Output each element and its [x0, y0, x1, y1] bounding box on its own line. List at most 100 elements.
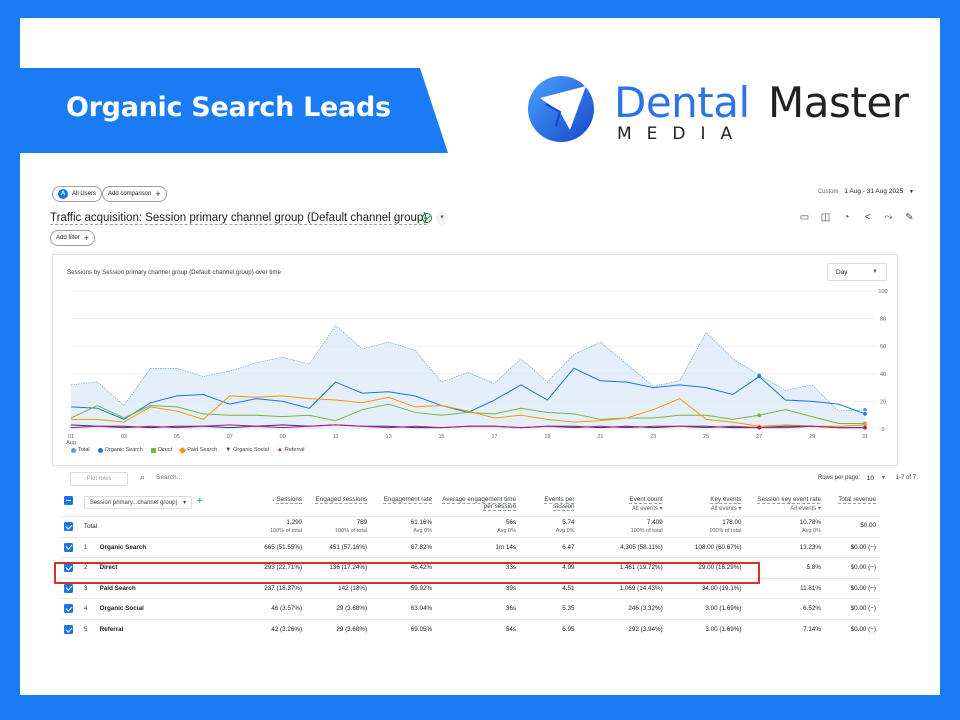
row-metric: 6.95 [520, 618, 579, 640]
col-session-key-event-rate[interactable]: Session key event rate All events ▾ [745, 492, 825, 517]
x-tick-label: 19 [544, 434, 550, 440]
granularity-select[interactable]: Day ▼ [827, 263, 887, 281]
search-input[interactable] [156, 474, 356, 481]
date-range-picker[interactable]: Custom 1 Aug - 31 Aug 2025 ▼ [818, 188, 914, 195]
legend-direct[interactable]: Direct [150, 447, 172, 453]
total-avg-engagement: 56s Avg 0% [436, 516, 520, 537]
col-engagement-rate[interactable]: Engagement rate [383, 496, 433, 503]
y-tick-label: 0 [881, 427, 884, 433]
legend-paid-search[interactable]: Paid Search [179, 446, 217, 454]
col-engaged-sessions[interactable]: Engaged sessions [315, 496, 368, 503]
add-comparison-label: Add comparison [108, 191, 152, 197]
x-tick-label: 03 [121, 434, 127, 440]
chevron-down-icon[interactable]: ▼ [881, 475, 886, 481]
row-metric: 69.05% [371, 618, 437, 640]
plot-rows-button[interactable]: Plot rows [70, 472, 128, 486]
date-range: 1 Aug - 31 Aug 2025 [844, 188, 904, 195]
col-event-count[interactable]: Event count All events ▾ [579, 492, 667, 517]
table-row[interactable]: 4 Organic Social 46 (3.57%) 29 (3.68%) 63.04… [60, 598, 880, 619]
x-tick-label: Aug [66, 440, 76, 446]
col-avg-engagement[interactable]: Average engagement time per session [442, 496, 516, 510]
compare-icon[interactable]: ◫ [820, 212, 831, 223]
row-metric: 5.8% [745, 557, 825, 578]
col-sessions[interactable]: ↓ Sessions [271, 496, 303, 503]
segment-label: All Users [72, 191, 97, 197]
add-filter-button[interactable]: Add filter + [50, 230, 95, 246]
dimension-select[interactable]: Session primary...channel group) ▾ [83, 496, 193, 509]
row-metric: 108.00 (60.67%) [666, 536, 746, 558]
col-events-per-session[interactable]: Events per session [544, 496, 575, 510]
legend-referral[interactable]: ▲ Referral [276, 447, 305, 453]
segment-chip[interactable]: A All Users [52, 186, 103, 202]
totals-row: Total 1,290 100% of total 789 100% of tota… [60, 516, 880, 537]
title-ribbon [20, 68, 448, 153]
row-metric: 29 (3.68%) [306, 618, 372, 640]
organic-search-highlight [54, 562, 760, 584]
row-index: 5 [79, 618, 96, 640]
trend-icon[interactable]: ⤳ [884, 212, 893, 223]
x-tick-label: 11 [333, 434, 339, 440]
row-metric: 6.47 [520, 536, 579, 558]
table-row[interactable]: 1 Organic Search 665 (51.55%) 451 (57.16%) 6… [60, 536, 880, 558]
row-metric: 13.23% [745, 536, 825, 558]
x-tick-label: 05 [174, 434, 180, 440]
share-report-icon[interactable]: ▭ [799, 212, 810, 223]
row-index: 1 [79, 536, 96, 558]
row-metric: 46 (3.57%) [250, 598, 307, 619]
col-total-revenue[interactable]: Total revenue [838, 496, 876, 503]
row-metric: $0.00 (−) [824, 557, 880, 578]
table-row[interactable]: 5 Referral 42 (3.26%) 29 (3.68%) 69.05% 54s 6.… [60, 618, 880, 640]
check-circle-icon [422, 213, 432, 223]
row-metric: $0.00 (−) [824, 618, 880, 640]
row-metric: 29 (3.68%) [306, 598, 372, 619]
total-event-count: 7,409 100% of total [578, 516, 667, 537]
total-revenue: $0.00 [824, 516, 880, 537]
row-metric: $0.00 (−) [824, 536, 880, 558]
event-filter-select[interactable]: All events ▾ [710, 506, 742, 512]
x-tick-label: 29 [809, 434, 815, 440]
event-filter-select[interactable]: All events ▾ [790, 506, 821, 512]
chart-title: Sessions by Session primary channel grou… [67, 269, 281, 276]
insights-icon[interactable]: ◔ [843, 212, 850, 223]
row-index: 4 [79, 598, 96, 619]
data-point [757, 413, 761, 417]
row-checkbox[interactable] [60, 536, 80, 558]
add-dimension-icon[interactable]: + [196, 496, 203, 507]
sort-arrow-icon: ↓ [271, 496, 277, 503]
share-icon[interactable]: < [864, 212, 871, 223]
col-key-events[interactable]: Key events All events ▾ [667, 492, 746, 517]
select-all-checkbox[interactable] [60, 492, 80, 517]
chart-panel: Sessions by Session primary channel grou… [52, 254, 898, 466]
x-tick-label: 23 [650, 434, 656, 440]
y-tick-label: 20 [880, 399, 886, 405]
row-metric: 36s [436, 598, 520, 619]
y-tick-label: 40 [880, 372, 886, 378]
y-tick-label: 100 [878, 289, 887, 295]
rows-per-page-select[interactable]: 10 [866, 475, 874, 482]
row-metric: 11.81% [745, 577, 825, 599]
x-tick-label: 17 [491, 434, 497, 440]
legend-organic-search[interactable]: Organic Search [97, 447, 143, 453]
row-checkbox[interactable] [60, 598, 80, 619]
chevron-down-icon: ▾ [183, 500, 187, 506]
row-checkbox[interactable] [60, 618, 80, 640]
pagination: 1-7 of 7 [895, 475, 916, 481]
add-comparison-button[interactable]: Add comparison + [102, 186, 167, 202]
data-point [863, 407, 867, 412]
row-metric: 5.35 [520, 598, 579, 619]
chevron-down-icon[interactable]: ▾ [436, 211, 448, 225]
series-line-referral [70, 424, 865, 429]
plus-icon: + [155, 189, 161, 199]
legend-organic-social[interactable]: ▼ Organic Social [225, 447, 269, 453]
report-title: Traffic acquisition: Session primary cha… [50, 212, 428, 225]
totals-checkbox[interactable] [60, 516, 80, 537]
date-label: Custom [817, 189, 839, 195]
series-area-total [71, 325, 865, 429]
row-metric: 665 (51.55%) [250, 536, 307, 558]
rows-per-page-label: Rows per page: [817, 475, 860, 481]
event-filter-select[interactable]: All events ▾ [631, 506, 663, 512]
paper-plane-globe-logo [528, 76, 594, 142]
legend-total[interactable]: Total [71, 447, 90, 453]
row-channel-name: Referral [95, 618, 251, 640]
edit-icon[interactable]: ✎ [905, 212, 914, 223]
